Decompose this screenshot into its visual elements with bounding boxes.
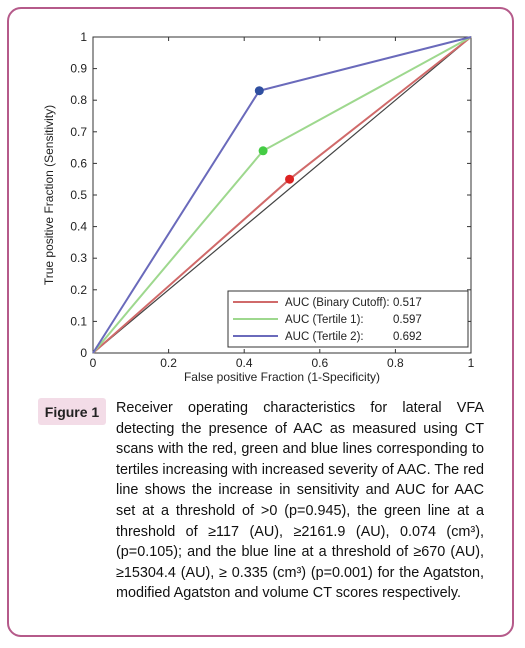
- operating-point-2: [254, 86, 264, 96]
- y-tick-label: 0.9: [70, 62, 87, 76]
- legend-entry-name: AUC (Binary Cutoff):: [285, 297, 390, 309]
- y-tick-label: 0.6: [70, 156, 87, 170]
- operating-point-1: [258, 146, 268, 156]
- x-tick-label: 1: [468, 356, 475, 370]
- y-tick-label: 0.3: [70, 251, 87, 265]
- diagonal-reference-line: [92, 36, 472, 354]
- y-tick-label: 0.8: [70, 93, 87, 107]
- y-tick-label: 0.7: [70, 125, 87, 139]
- legend-entry-name: AUC (Tertile 2):: [285, 331, 364, 343]
- figure-label: Figure 1: [38, 398, 106, 425]
- legend-entry-auc: 0.597: [393, 314, 422, 326]
- y-tick-label: 0.2: [70, 283, 87, 297]
- x-tick-label: 0.6: [311, 356, 328, 370]
- x-tick-label: 0: [90, 356, 97, 370]
- y-tick-label: 1: [80, 30, 87, 44]
- x-tick-label: 0.2: [160, 356, 177, 370]
- legend-entry-auc: 0.517: [393, 297, 422, 309]
- x-tick-label: 0.8: [387, 356, 404, 370]
- y-tick-label: 0.5: [70, 188, 87, 202]
- x-tick-label: 0.4: [236, 356, 253, 370]
- y-axis-label: True positive Fraction (Sensitivity): [42, 105, 56, 285]
- x-axis-label: False positive Fraction (1-Specificity): [184, 370, 380, 384]
- y-tick-label: 0.1: [70, 314, 87, 328]
- y-tick-label: 0.4: [70, 220, 87, 234]
- legend-entry-name: AUC (Tertile 1):: [285, 314, 364, 326]
- legend-entry-auc: 0.692: [393, 331, 422, 343]
- figure-caption: Receiver operating characteristics for l…: [116, 400, 484, 602]
- roc-chart: 0 0.2 0.4 0.6 0.8 1 0 0.1 0.2 0.3 0.4 0.5 0.6 0.7 0.8 0…: [42, 30, 475, 384]
- operating-point-0: [285, 174, 295, 184]
- y-tick-label: 0: [80, 346, 87, 360]
